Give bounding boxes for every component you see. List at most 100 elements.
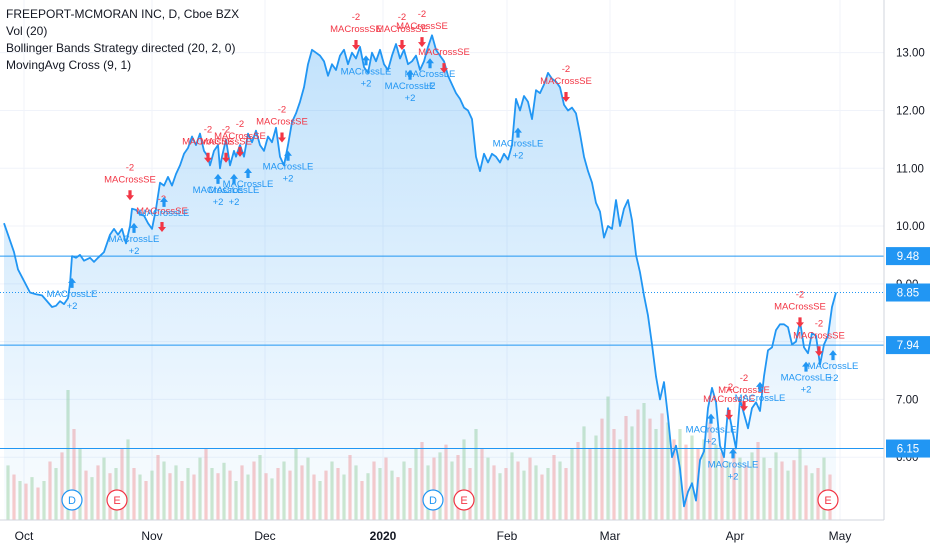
signal-label: MACrossSE [540, 76, 592, 87]
buy-signal[interactable]: MACrossLE+2 [808, 350, 859, 384]
x-tick-label: Mar [600, 529, 621, 543]
buy-signal[interactable]: MACrossLE [223, 168, 274, 190]
sell-signal[interactable]: MACrossSE-2 [200, 125, 252, 163]
buy-signal[interactable]: MACrossLE+2 [405, 58, 456, 92]
y-tick-label: 12.00 [896, 105, 925, 117]
buy-signal[interactable]: MACrossLE+2 [209, 173, 260, 208]
x-tick-label: Oct [15, 529, 34, 543]
up-arrow-icon [214, 173, 222, 184]
signal-qty: +2 [67, 301, 78, 312]
up-arrow-icon [160, 196, 168, 207]
signal-label: MACrossLE [209, 185, 260, 196]
x-tick-label: 2020 [370, 529, 397, 543]
event-label: D [68, 495, 76, 507]
signal-label: MACrossSE [793, 330, 845, 341]
up-arrow-icon [728, 448, 737, 459]
buy-signal[interactable]: MACrossLE+2 [385, 69, 436, 104]
earnings-marker[interactable]: E [453, 489, 475, 511]
signals: MACrossLE+2MACrossSE-2MACrossLE+2MACross… [47, 9, 859, 482]
sell-signal[interactable]: MACrossSE-2 [214, 119, 266, 157]
down-arrow-icon [561, 92, 570, 103]
legend-volume[interactable]: Vol (20) [6, 24, 48, 38]
legend-bollinger[interactable]: Bollinger Bands Strategy directed (20, 2… [6, 41, 236, 55]
dividend-marker[interactable]: D [422, 489, 444, 511]
buy-signal[interactable]: MACrossLE+2 [493, 127, 544, 162]
y-tick-label: 7.00 [896, 394, 918, 406]
sell-signal[interactable]: MACrossSE-2 [774, 289, 826, 328]
price-line[interactable] [3, 34, 837, 508]
sell-signal[interactable]: MACrossSE-2 [256, 104, 308, 143]
event-label: D [429, 495, 437, 507]
down-arrow-icon [236, 146, 244, 157]
signal-qty: -2 [562, 64, 570, 75]
x-tick-label: Nov [141, 529, 162, 543]
event-label: E [460, 495, 467, 507]
up-arrow-icon [426, 58, 434, 69]
signal-qty: +2 [405, 93, 416, 104]
up-arrow-icon [706, 413, 715, 424]
buy-signal[interactable]: MACrossLE+2 [686, 413, 737, 448]
sell-signal[interactable]: MACrossSE-2 [396, 9, 448, 48]
up-arrow-icon [828, 350, 837, 361]
event-circle [61, 489, 83, 511]
buy-signal[interactable]: MACrossLE+2 [109, 222, 160, 257]
signal-qty: +2 [728, 471, 739, 482]
signal-qty: +2 [801, 385, 812, 396]
legend: FREEPORT-MCMORAN INC, D, Cboe BZX Vol (2… [6, 6, 239, 74]
signal-qty: -2 [796, 289, 804, 300]
level-price-tag [886, 247, 930, 266]
dividend-marker[interactable]: D [61, 489, 83, 511]
signal-label: MACrossLE [139, 208, 190, 219]
signal-label: MACrossSE [703, 394, 755, 405]
signal-label: MACrossLE [735, 393, 786, 404]
sell-signal[interactable]: MACrossSE-2 [540, 64, 592, 103]
level-price-label: 6.15 [897, 444, 919, 456]
buy-signal[interactable]: MACrossLE+2 [708, 448, 759, 482]
sell-signal[interactable]: MACrossSE-2 [376, 12, 428, 51]
down-arrow-icon [222, 152, 230, 163]
x-tick-label: Feb [497, 529, 518, 543]
y-tick-label: 11.00 [896, 163, 924, 175]
sell-signal[interactable]: MACrossSE-2 [182, 125, 234, 163]
down-arrow-icon [739, 401, 748, 412]
level-price-label: 7.94 [897, 340, 920, 352]
up-arrow-icon [244, 168, 252, 179]
buy-signal[interactable]: MACrossLE [735, 381, 786, 404]
sell-signal[interactable]: MACrossSE-2 [330, 12, 382, 51]
level-price-tag [886, 283, 930, 302]
signal-qty: +2 [229, 197, 240, 208]
buy-signal[interactable]: MACrossLE [139, 196, 190, 219]
down-arrow-icon [398, 40, 406, 51]
buy-signal[interactable]: MACrossLE+2 [781, 361, 832, 396]
buy-signal[interactable]: MACrossLE+2 [47, 277, 98, 312]
buy-signal[interactable]: MACrossLE+2 [263, 150, 314, 185]
signal-qty: +2 [213, 197, 224, 208]
legend-symbol[interactable]: FREEPORT-MCMORAN INC, D, Cboe BZX [6, 7, 240, 21]
signal-label: MACrossLE [341, 66, 392, 77]
signal-label: MACrossLE [708, 459, 759, 470]
signal-qty: -2 [815, 318, 823, 329]
legend-ma-cross[interactable]: MovingAvg Cross (9, 1) [6, 58, 132, 72]
sell-signal[interactable]: MACrossSE [418, 47, 470, 74]
y-tick-label: 10.00 [896, 221, 925, 233]
signal-label: MACrossLE [808, 361, 859, 372]
volume-bar [684, 444, 688, 520]
sell-signal[interactable]: MACrossSE-2 [718, 373, 770, 412]
earnings-marker[interactable]: E [817, 489, 839, 511]
earnings-marker[interactable]: E [106, 489, 128, 511]
signal-qty: -2 [418, 9, 426, 20]
buy-signal[interactable]: MACrossLE+2 [193, 173, 244, 208]
sell-signal[interactable]: MACrossSE-2 [104, 162, 156, 201]
sell-signal[interactable]: MACrossSE-2 [793, 318, 845, 357]
down-arrow-icon [418, 37, 426, 48]
y-tick-label: 13.00 [896, 48, 925, 60]
signal-qty: -2 [740, 373, 748, 384]
signal-qty: +2 [425, 81, 436, 92]
sell-signal[interactable]: MACrossSE-2 [703, 382, 755, 420]
up-arrow-icon [230, 173, 238, 184]
buy-signal[interactable]: MACrossLE+2 [341, 55, 392, 89]
down-arrow-icon [158, 222, 166, 233]
